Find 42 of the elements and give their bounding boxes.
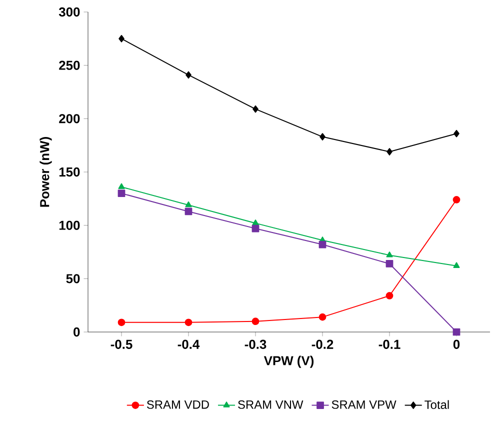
legend-label: SRAM VNW xyxy=(238,400,304,409)
x-tick-label: -0.2 xyxy=(312,340,334,349)
point xyxy=(118,190,126,198)
point xyxy=(118,183,125,190)
point xyxy=(185,201,192,208)
legend-label: Total xyxy=(424,400,449,409)
point xyxy=(318,313,326,321)
y-tick-label: 0 xyxy=(74,327,80,337)
point xyxy=(386,148,392,156)
point xyxy=(184,318,192,326)
point xyxy=(118,318,126,326)
y-tick-label: 100 xyxy=(59,220,80,230)
y-axis-title: Power (nW) xyxy=(40,137,52,207)
point xyxy=(118,34,124,42)
x-tick-label: -0.1 xyxy=(378,340,400,349)
x-tick-label: -0.5 xyxy=(110,340,132,349)
point xyxy=(452,328,460,336)
x-tick-label: 0 xyxy=(453,340,460,349)
point xyxy=(454,130,460,138)
legend-label: SRAM VPW xyxy=(332,400,396,409)
y-tick-label: 150 xyxy=(59,167,80,177)
point xyxy=(186,71,192,79)
point xyxy=(252,318,260,326)
y-tick-label: 200 xyxy=(59,114,80,124)
point xyxy=(252,224,260,232)
point xyxy=(320,133,326,140)
point xyxy=(184,208,192,216)
point xyxy=(318,240,326,248)
point xyxy=(386,292,394,300)
y-tick-label: 250 xyxy=(59,60,80,70)
y-tick-label: 50 xyxy=(66,274,80,284)
point xyxy=(452,196,460,204)
point xyxy=(453,262,460,268)
x-tick-label: -0.3 xyxy=(244,340,266,349)
point xyxy=(386,260,394,268)
point xyxy=(386,252,393,258)
x-tick-label: -0.4 xyxy=(178,340,200,349)
legend-label: SRAM VDD xyxy=(146,400,209,409)
y-tick-label: 300 xyxy=(58,7,80,17)
point xyxy=(252,105,258,113)
point xyxy=(252,220,259,226)
x-axis-title: VPW (V) xyxy=(264,356,314,368)
